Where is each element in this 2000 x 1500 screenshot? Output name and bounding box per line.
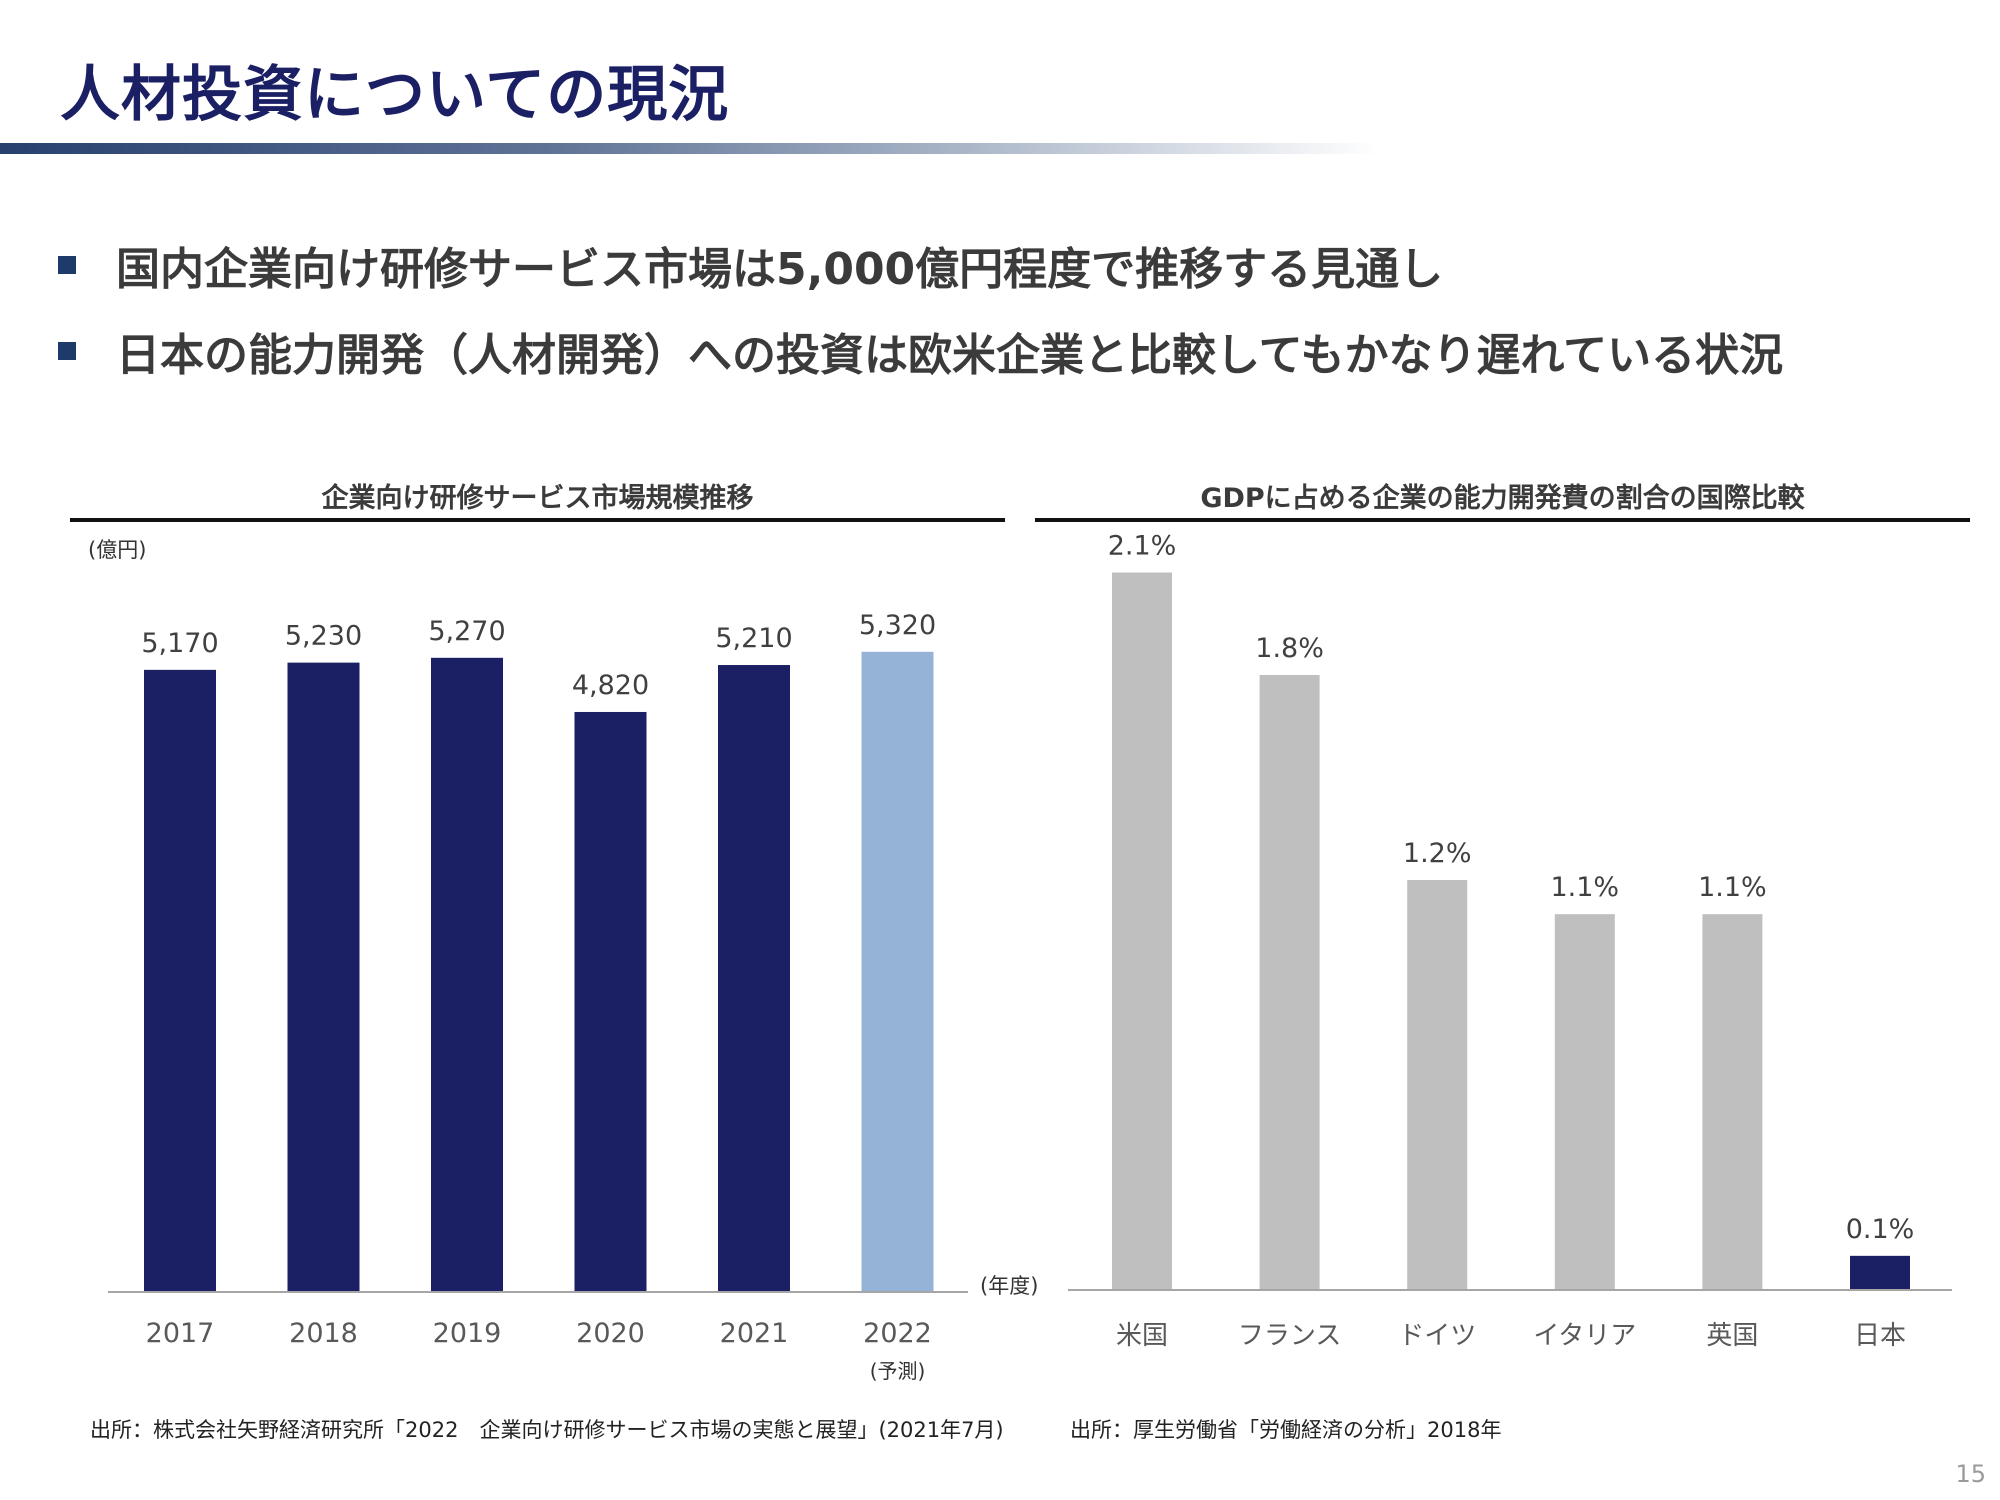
bullet-item: 国内企業向け研修サービス市場は5,000億円程度で推移する見通し	[58, 222, 1783, 308]
bar	[574, 711, 647, 1292]
value-label: 4,820	[572, 670, 649, 701]
bullet-item: 日本の能力開発（人材開発）への投資は欧米企業と比較してもかなり遅れている状況	[58, 308, 1783, 394]
right-chart-source: 出所：厚生労働省「労働経済の分析」2018年	[1070, 1418, 1502, 1442]
category-note: (予測)	[870, 1359, 926, 1383]
right-chart-title: GDPに占める企業の能力開発費の割合の国際比較	[1200, 483, 1805, 514]
bar	[1112, 572, 1172, 1290]
value-label: 1.2%	[1403, 838, 1472, 869]
bar	[1850, 1255, 1910, 1290]
bar	[1702, 914, 1763, 1290]
value-label: 2.1%	[1108, 531, 1177, 562]
bullet-text: 国内企業向け研修サービス市場は5,000億円程度で推移する見通し	[116, 244, 1444, 295]
category-label: ドイツ	[1398, 1321, 1476, 1351]
category-label: 2021	[720, 1318, 789, 1349]
category-label: フランス	[1238, 1321, 1341, 1351]
bar	[287, 662, 360, 1292]
bar	[718, 665, 790, 1292]
left-chart-y-unit: (億円)	[88, 538, 147, 562]
bullet-list: 国内企業向け研修サービス市場は5,000億円程度で推移する見通し 日本の能力開発…	[58, 222, 1783, 394]
value-label: 0.1%	[1846, 1214, 1915, 1245]
category-label: 2020	[576, 1318, 645, 1349]
category-label: イタリア	[1533, 1321, 1636, 1351]
left-bar-chart: 5,170 2017 5,230 2018 5,270 2019 4,820 2020 5,21…	[108, 610, 968, 1383]
category-label: 2022	[863, 1318, 932, 1349]
value-label: 1.1%	[1698, 872, 1767, 903]
category-label: 2017	[146, 1318, 215, 1349]
value-label: 5,320	[859, 610, 936, 641]
category-label: 2018	[289, 1318, 358, 1349]
title-rule	[0, 143, 1380, 154]
bar	[431, 657, 503, 1292]
category-label: 米国	[1116, 1321, 1168, 1351]
left-chart-source: 出所：株式会社矢野経済研究所「2022 企業向け研修サービス市場の実態と展望」(…	[90, 1418, 1004, 1442]
value-label: 1.8%	[1255, 633, 1324, 664]
left-chart-title: 企業向け研修サービス市場規模推移	[321, 483, 754, 514]
bar	[1259, 675, 1320, 1290]
bar	[1554, 914, 1615, 1290]
category-label: 日本	[1854, 1321, 1906, 1351]
page-number: 15	[1955, 1460, 1986, 1488]
category-label: 2019	[433, 1318, 502, 1349]
bar	[1407, 880, 1468, 1290]
value-label: 5,170	[141, 628, 218, 659]
value-label: 5,210	[715, 623, 792, 654]
page-title: 人材投資についての現況	[60, 60, 730, 130]
square-bullet-icon	[58, 256, 76, 274]
category-label: 英国	[1706, 1321, 1758, 1351]
value-label: 5,270	[428, 616, 505, 647]
bar	[144, 669, 216, 1292]
left-chart-heading-rule	[70, 518, 1005, 522]
right-chart-heading-rule	[1035, 518, 1970, 522]
square-bullet-icon	[58, 342, 76, 360]
bullet-text: 日本の能力開発（人材開発）への投資は欧米企業と比較してもかなり遅れている状況	[116, 330, 1784, 381]
right-bar-chart: 2.1% 米国 1.8% フランス 1.2% ドイツ 1.1% イタリア 1.1% 英国 0.1% 日…	[1068, 531, 1952, 1351]
value-label: 1.1%	[1550, 872, 1619, 903]
bar	[861, 651, 934, 1292]
left-chart-x-unit: (年度)	[980, 1274, 1039, 1298]
value-label: 5,230	[285, 621, 362, 652]
